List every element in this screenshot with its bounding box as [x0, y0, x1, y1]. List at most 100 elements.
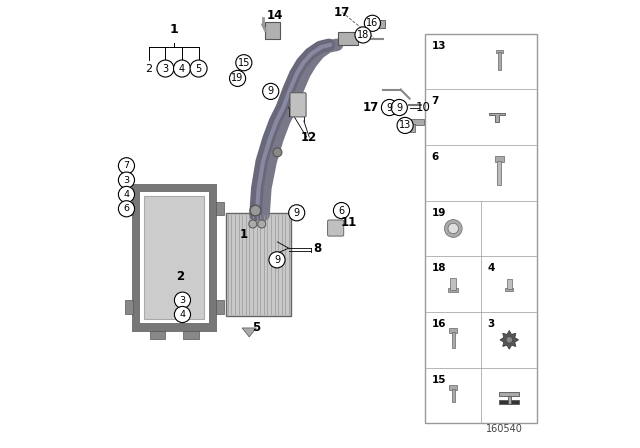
Text: 2: 2 — [145, 64, 152, 73]
Circle shape — [391, 99, 408, 116]
Bar — [150, 331, 166, 339]
Bar — [499, 401, 519, 404]
Bar — [497, 161, 501, 185]
Circle shape — [364, 15, 380, 31]
Text: 16: 16 — [366, 18, 378, 28]
Circle shape — [444, 220, 462, 237]
Bar — [132, 184, 217, 192]
Bar — [449, 328, 458, 333]
Circle shape — [118, 186, 134, 202]
Text: 6: 6 — [431, 152, 439, 162]
Circle shape — [273, 148, 282, 157]
Circle shape — [118, 158, 134, 174]
Bar — [451, 278, 456, 290]
FancyBboxPatch shape — [328, 220, 344, 236]
Circle shape — [174, 292, 191, 308]
Bar — [125, 300, 132, 314]
Circle shape — [262, 83, 279, 99]
Text: 15: 15 — [237, 58, 250, 68]
Circle shape — [236, 55, 252, 71]
Text: 18: 18 — [357, 30, 369, 40]
Bar — [425, 34, 538, 423]
Text: 4: 4 — [179, 310, 186, 319]
Text: 14: 14 — [267, 9, 284, 22]
Bar — [449, 288, 458, 292]
Text: 18: 18 — [431, 263, 446, 273]
Bar — [184, 331, 199, 339]
Text: 4: 4 — [179, 64, 185, 73]
Polygon shape — [242, 328, 257, 337]
Bar — [410, 124, 415, 132]
Bar — [452, 389, 455, 402]
Bar — [226, 213, 291, 316]
Text: 9: 9 — [387, 103, 392, 112]
Text: 3: 3 — [163, 64, 168, 73]
Text: 3: 3 — [488, 319, 495, 329]
Circle shape — [397, 117, 413, 134]
Polygon shape — [500, 331, 518, 349]
Text: 15: 15 — [431, 375, 446, 385]
Text: 3: 3 — [179, 296, 186, 305]
FancyBboxPatch shape — [290, 93, 306, 117]
Bar — [145, 196, 204, 319]
Circle shape — [118, 201, 134, 217]
Text: 9: 9 — [294, 208, 300, 218]
Text: 19: 19 — [431, 208, 446, 218]
Text: 4: 4 — [124, 190, 129, 199]
Text: 1: 1 — [170, 22, 179, 36]
Circle shape — [381, 99, 397, 116]
Text: 2: 2 — [176, 270, 184, 284]
Text: 7: 7 — [431, 96, 439, 107]
Bar — [452, 332, 455, 348]
Circle shape — [190, 60, 207, 77]
Circle shape — [118, 172, 134, 188]
Bar — [132, 323, 217, 332]
Bar — [507, 279, 511, 289]
Text: 6: 6 — [339, 206, 344, 215]
Bar — [216, 300, 224, 314]
Bar — [209, 184, 217, 332]
Text: 9: 9 — [396, 103, 403, 112]
Bar — [371, 20, 385, 28]
Text: 19: 19 — [232, 73, 244, 83]
Bar — [505, 288, 513, 291]
Text: 9: 9 — [268, 86, 274, 96]
Bar — [449, 385, 458, 390]
Circle shape — [230, 70, 246, 86]
Text: 7: 7 — [124, 161, 129, 170]
Bar — [495, 156, 504, 162]
Bar — [508, 396, 511, 404]
Bar — [498, 52, 500, 70]
Circle shape — [173, 60, 191, 77]
Text: 9: 9 — [274, 255, 280, 265]
Bar — [216, 202, 224, 215]
Text: 1: 1 — [240, 228, 248, 241]
Bar — [125, 202, 132, 215]
Text: 16: 16 — [431, 319, 446, 329]
Text: 17: 17 — [333, 6, 349, 19]
Circle shape — [269, 252, 285, 268]
Text: 3: 3 — [124, 176, 129, 185]
Polygon shape — [490, 112, 504, 122]
Circle shape — [289, 205, 305, 221]
Text: 17: 17 — [363, 101, 379, 114]
Text: 13: 13 — [431, 41, 446, 51]
Bar — [499, 392, 519, 396]
Bar — [132, 184, 140, 332]
Text: 8: 8 — [313, 241, 321, 255]
Bar — [401, 119, 424, 125]
Text: 11: 11 — [340, 215, 356, 229]
Circle shape — [250, 205, 261, 216]
Circle shape — [355, 27, 371, 43]
Circle shape — [448, 223, 458, 234]
Text: 12: 12 — [301, 130, 317, 144]
Circle shape — [157, 60, 174, 77]
Text: 13: 13 — [399, 121, 412, 130]
Text: 160540: 160540 — [486, 424, 523, 434]
Text: 10: 10 — [415, 101, 431, 114]
Circle shape — [333, 202, 349, 219]
Bar — [266, 22, 280, 39]
Text: 6: 6 — [124, 204, 129, 213]
Text: 4: 4 — [488, 263, 495, 273]
Circle shape — [249, 220, 257, 228]
